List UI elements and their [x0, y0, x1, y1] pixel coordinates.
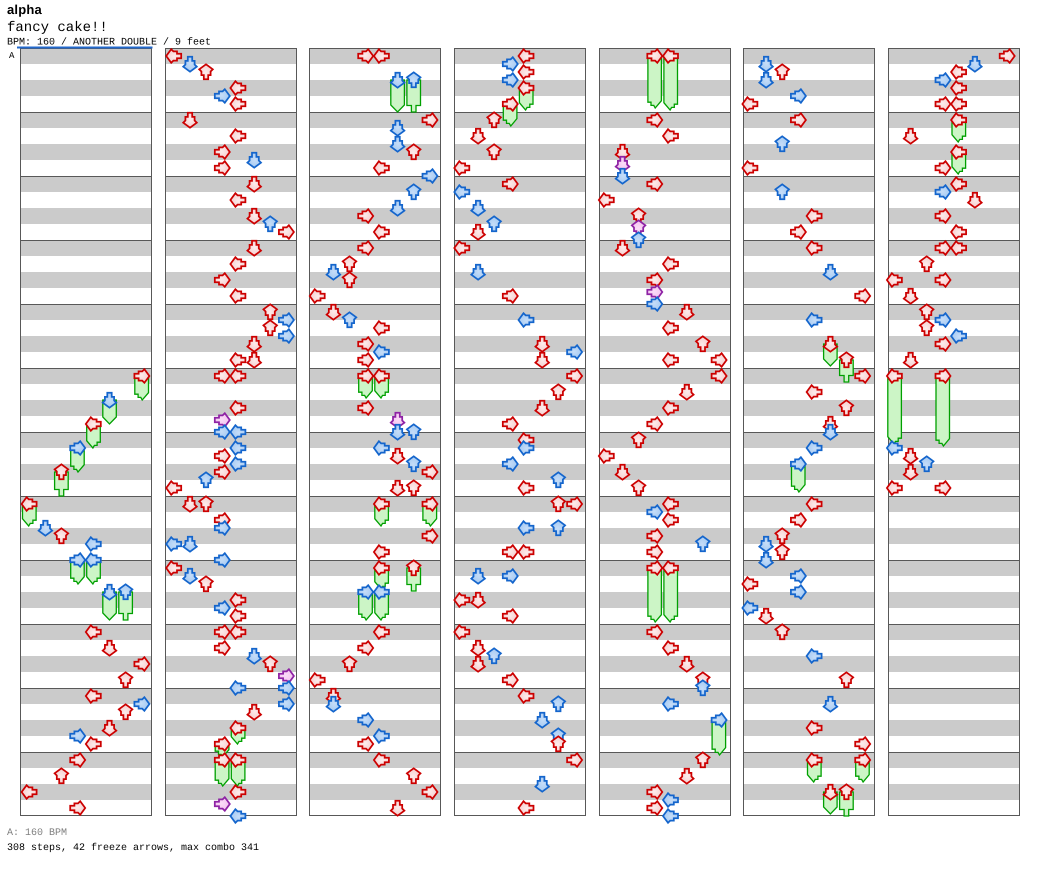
svg-text:BPM: 160 / ANOTHER DOUBLE / 9: BPM: 160 / ANOTHER DOUBLE / 9 feet — [7, 37, 211, 49]
svg-text:308 steps, 42 freeze arrows, m: 308 steps, 42 freeze arrows, max combo 3… — [7, 842, 259, 854]
svg-text:A: 160 BPM: A: 160 BPM — [7, 828, 67, 839]
svg-text:alpha: alpha — [7, 2, 43, 17]
svg-text:fancy cake!!: fancy cake!! — [7, 20, 108, 36]
svg-text:A: A — [9, 51, 15, 61]
